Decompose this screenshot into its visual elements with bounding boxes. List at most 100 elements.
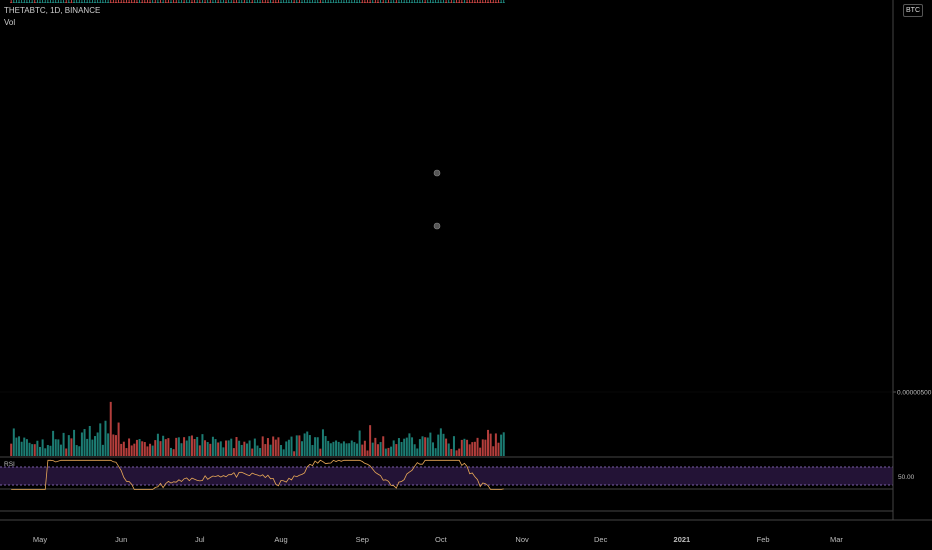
candle-body: [141, 2, 144, 3]
volume-bar: [261, 436, 264, 456]
time-tick-label: Sep: [356, 535, 369, 544]
candle-body: [437, 2, 440, 3]
candle-body: [122, 2, 125, 3]
candle-body: [416, 2, 419, 3]
time-tick-label: Jul: [195, 535, 205, 544]
volume-bar: [348, 443, 351, 456]
candle-body: [353, 2, 356, 3]
volume-bar: [408, 433, 411, 456]
candle-body: [12, 2, 15, 3]
candle-body: [185, 2, 188, 3]
volume-bar: [413, 444, 416, 456]
volume-bar: [290, 436, 293, 456]
candle-body: [28, 2, 31, 3]
volume-bar: [211, 436, 214, 456]
volume-bar: [277, 437, 280, 456]
currency-badge[interactable]: BTC: [903, 4, 923, 17]
candle-body: [342, 2, 345, 3]
candle-body: [18, 2, 21, 3]
volume-bar: [455, 450, 458, 456]
candle-body: [201, 2, 204, 3]
candle-body: [424, 2, 427, 3]
candle-body: [172, 2, 175, 3]
candle-body: [400, 2, 403, 3]
candle-body: [86, 2, 89, 3]
volume-bar: [230, 438, 233, 456]
volume-bar: [164, 439, 167, 456]
volume-bar: [217, 442, 220, 456]
volume-bar: [350, 440, 353, 456]
candle-body: [177, 2, 180, 3]
volume-bar: [473, 441, 476, 456]
candle-body: [198, 2, 201, 3]
candle-body: [308, 2, 311, 3]
candle-body: [183, 2, 186, 3]
candle-body: [190, 2, 193, 3]
volume-bar: [424, 437, 427, 456]
volume-bar: [104, 420, 107, 456]
volume-bar: [369, 425, 372, 456]
candle-body: [492, 2, 495, 3]
candle-body: [67, 2, 70, 3]
volume-bar: [196, 436, 199, 456]
volume-bar: [274, 439, 277, 456]
volume-bar: [306, 431, 309, 456]
volume-bar: [138, 439, 141, 456]
volume-bar: [112, 434, 115, 456]
volume-bar: [366, 450, 369, 456]
volume-bar: [395, 444, 398, 456]
candle-body: [384, 2, 387, 3]
volume-bar: [384, 448, 387, 456]
volume-bar: [484, 439, 487, 456]
volume-bar: [287, 439, 290, 456]
candle-body: [88, 2, 91, 3]
price-axis: 0.00000500: [892, 0, 932, 520]
volume-bar: [238, 440, 241, 456]
rsi-band: [0, 467, 893, 485]
volume-bar: [253, 438, 256, 456]
candle-body: [379, 2, 382, 3]
volume-bar: [67, 435, 70, 456]
candle-body: [345, 2, 348, 3]
candle-body: [130, 2, 133, 3]
volume-bar: [57, 439, 60, 456]
volume-bar: [59, 444, 62, 456]
volume-bar: [397, 438, 400, 456]
volume-bar: [31, 444, 34, 456]
candle-body: [471, 2, 474, 3]
candle-body: [476, 2, 479, 3]
volume-bar: [437, 434, 440, 456]
candle-body: [94, 2, 97, 3]
volume-bar: [403, 438, 406, 456]
volume-bar: [188, 436, 191, 456]
volume-bar: [324, 436, 327, 456]
volume-bar: [445, 438, 448, 456]
candle-body: [426, 2, 429, 3]
candle-body: [235, 2, 238, 3]
volume-bar: [463, 438, 466, 456]
candle-body: [390, 2, 393, 3]
candle-body: [59, 2, 62, 3]
candle-body: [44, 2, 47, 3]
candle-body: [193, 2, 196, 3]
volume-bar: [308, 435, 311, 456]
candle-body: [295, 2, 298, 3]
candle-body: [209, 2, 212, 3]
volume-bar: [293, 451, 296, 456]
candle-body: [52, 2, 55, 3]
volume-bar: [146, 446, 149, 456]
volume-bar: [91, 439, 94, 456]
volume-bar: [311, 445, 314, 456]
volume-bar: [248, 440, 251, 456]
candle-body: [319, 2, 322, 3]
candle-body: [264, 2, 267, 3]
volume-bar: [135, 439, 138, 456]
volume-bar: [65, 448, 68, 456]
candle-body: [445, 2, 448, 3]
candle-body: [387, 2, 390, 3]
volume-bar: [44, 448, 47, 456]
candle-body: [376, 2, 379, 3]
volume-bar: [33, 444, 36, 456]
time-tick-label: May: [33, 535, 47, 544]
